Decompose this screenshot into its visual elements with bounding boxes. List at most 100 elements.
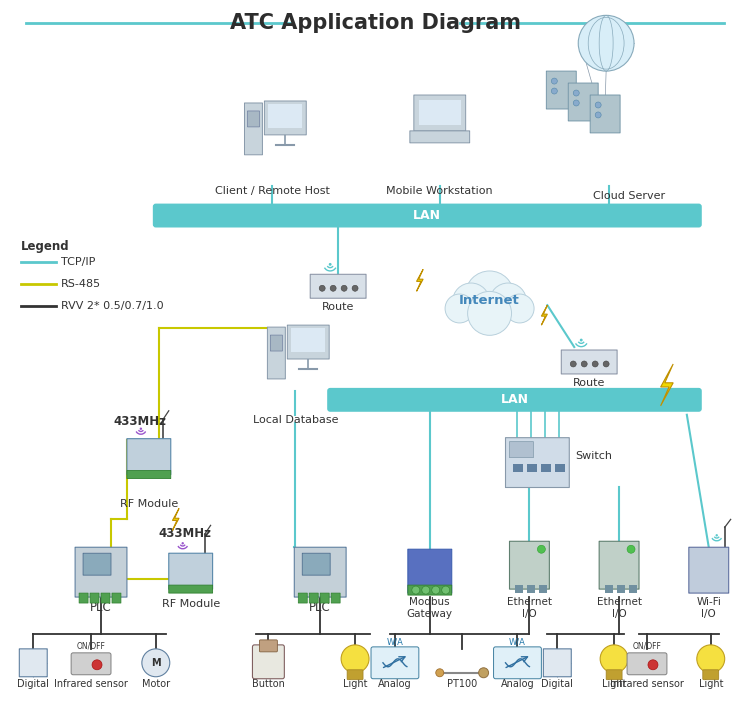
FancyBboxPatch shape <box>298 593 307 603</box>
FancyBboxPatch shape <box>494 647 542 679</box>
FancyBboxPatch shape <box>408 585 452 595</box>
FancyBboxPatch shape <box>260 640 278 652</box>
Text: Digital: Digital <box>542 679 573 689</box>
Text: Infrared sensor: Infrared sensor <box>54 679 128 689</box>
Circle shape <box>452 283 490 320</box>
Text: Internet: Internet <box>459 293 520 307</box>
Circle shape <box>467 291 512 336</box>
Text: Analog: Analog <box>378 679 412 689</box>
Circle shape <box>478 668 488 678</box>
Circle shape <box>445 294 474 323</box>
Circle shape <box>600 645 628 673</box>
Text: Cloud Server: Cloud Server <box>593 191 665 201</box>
Polygon shape <box>172 508 179 531</box>
Circle shape <box>465 271 514 319</box>
Circle shape <box>627 545 635 553</box>
Circle shape <box>412 586 420 594</box>
Text: TCP/IP: TCP/IP <box>62 257 95 267</box>
Circle shape <box>330 286 336 291</box>
FancyBboxPatch shape <box>568 83 598 121</box>
Circle shape <box>320 286 326 291</box>
Text: Route: Route <box>573 378 605 388</box>
Circle shape <box>697 645 724 673</box>
Polygon shape <box>661 364 674 406</box>
FancyBboxPatch shape <box>543 649 572 677</box>
FancyBboxPatch shape <box>90 593 99 603</box>
FancyBboxPatch shape <box>294 547 346 597</box>
Text: Mobile Workstation: Mobile Workstation <box>386 186 493 196</box>
FancyBboxPatch shape <box>515 585 523 593</box>
FancyBboxPatch shape <box>244 103 262 155</box>
Circle shape <box>596 102 602 108</box>
Text: 433MHz: 433MHz <box>159 528 212 540</box>
FancyBboxPatch shape <box>506 438 569 488</box>
Text: Ethernet
I/O: Ethernet I/O <box>596 597 641 618</box>
Circle shape <box>341 645 369 673</box>
FancyBboxPatch shape <box>599 541 639 589</box>
Text: RVV 2* 0.5/0.7/1.0: RVV 2* 0.5/0.7/1.0 <box>62 301 164 311</box>
FancyBboxPatch shape <box>546 71 576 109</box>
Circle shape <box>573 90 579 96</box>
Circle shape <box>596 112 602 118</box>
FancyBboxPatch shape <box>332 593 340 603</box>
Circle shape <box>578 15 634 71</box>
Text: Light: Light <box>698 679 723 689</box>
FancyBboxPatch shape <box>127 471 171 478</box>
Circle shape <box>648 660 658 670</box>
FancyBboxPatch shape <box>410 131 470 143</box>
FancyBboxPatch shape <box>590 95 620 133</box>
Text: ON/OFF: ON/OFF <box>632 642 662 651</box>
Text: Switch: Switch <box>575 451 612 461</box>
FancyBboxPatch shape <box>509 442 533 458</box>
FancyBboxPatch shape <box>79 593 88 603</box>
Text: LAN: LAN <box>500 393 529 406</box>
FancyBboxPatch shape <box>347 670 363 680</box>
FancyBboxPatch shape <box>83 553 111 575</box>
Circle shape <box>182 542 184 545</box>
Circle shape <box>506 294 534 323</box>
FancyBboxPatch shape <box>169 585 212 593</box>
Circle shape <box>142 649 170 677</box>
FancyBboxPatch shape <box>605 585 613 593</box>
FancyBboxPatch shape <box>327 388 702 412</box>
FancyBboxPatch shape <box>527 463 538 471</box>
FancyBboxPatch shape <box>514 463 523 471</box>
Text: Wi-Fi
I/O: Wi-Fi I/O <box>696 597 721 618</box>
FancyBboxPatch shape <box>112 593 121 603</box>
Circle shape <box>603 361 609 367</box>
Circle shape <box>436 669 444 677</box>
Circle shape <box>442 586 450 594</box>
Text: PT100: PT100 <box>446 679 477 689</box>
FancyBboxPatch shape <box>265 101 306 135</box>
FancyBboxPatch shape <box>309 593 318 603</box>
FancyBboxPatch shape <box>627 653 667 675</box>
Circle shape <box>573 100 579 106</box>
FancyBboxPatch shape <box>509 541 549 589</box>
Polygon shape <box>542 305 548 325</box>
FancyBboxPatch shape <box>414 95 466 131</box>
Text: RS-485: RS-485 <box>62 279 101 289</box>
Text: Local Database: Local Database <box>253 415 338 425</box>
FancyBboxPatch shape <box>268 104 302 128</box>
Circle shape <box>432 586 439 594</box>
FancyBboxPatch shape <box>302 553 330 575</box>
Text: Light: Light <box>343 679 368 689</box>
Text: Infrared sensor: Infrared sensor <box>610 679 684 689</box>
Text: 433MHz: 433MHz <box>113 415 166 428</box>
FancyBboxPatch shape <box>127 438 171 475</box>
Polygon shape <box>416 269 423 291</box>
Text: Motor: Motor <box>142 679 170 689</box>
Circle shape <box>592 361 598 367</box>
Text: Client / Remote Host: Client / Remote Host <box>215 186 330 196</box>
Circle shape <box>570 361 576 367</box>
Text: Button: Button <box>252 679 285 689</box>
Text: W/A: W/A <box>509 638 526 647</box>
FancyBboxPatch shape <box>542 463 551 471</box>
FancyBboxPatch shape <box>101 593 110 603</box>
Text: PLC: PLC <box>309 601 331 614</box>
Circle shape <box>716 534 718 536</box>
Circle shape <box>581 361 587 367</box>
FancyBboxPatch shape <box>75 547 127 597</box>
Text: Digital: Digital <box>17 679 50 689</box>
FancyBboxPatch shape <box>253 645 284 679</box>
